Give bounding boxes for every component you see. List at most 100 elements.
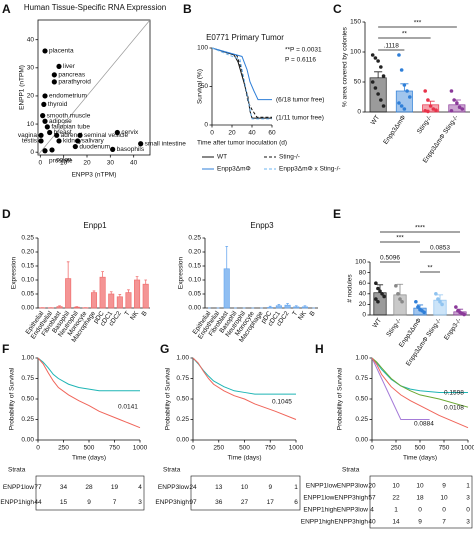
x-tick-label: 1000 (289, 445, 304, 452)
point-label: fallopian tube (51, 124, 90, 131)
error-bar (75, 306, 79, 308)
y-axis-label: Expression (11, 257, 18, 290)
category-label: Sting-/- (416, 114, 434, 135)
point-label: adrenal (61, 132, 83, 139)
scatter-point (51, 79, 57, 85)
y-tick-label: 0.25 (21, 235, 34, 242)
data-point (457, 105, 462, 109)
annotation: (1/11 tumor free) (276, 115, 324, 122)
table-title: Strata (342, 467, 360, 474)
legend-label: WT (217, 154, 227, 161)
point-label: seminal vesicle (84, 132, 128, 139)
y-tick-label: 0.50 (355, 396, 368, 403)
bar (99, 276, 106, 309)
panel-letter: E (333, 207, 341, 221)
table-cell: 20 (368, 483, 376, 490)
data-point (414, 299, 418, 304)
table-cell: 19 (111, 484, 119, 491)
data-point (399, 68, 404, 72)
scatter-point (40, 113, 46, 119)
category-label: T (123, 310, 131, 317)
y-tick-label: 0.50 (176, 396, 189, 403)
y-axis-label: Survival (%) (197, 69, 204, 104)
annotation: 0.0108 (444, 405, 464, 412)
y-axis-label: Probability of Survival (165, 367, 172, 430)
scatter-point (75, 138, 81, 144)
data-point (434, 292, 438, 296)
table-cell: 40 (368, 519, 376, 526)
table-row-label: ENPP1high (0, 499, 34, 506)
x-tick-label: 0 (39, 160, 43, 167)
error-bar (118, 294, 122, 297)
error-bar (396, 283, 404, 295)
category-label: T (291, 310, 299, 317)
data-point (374, 281, 378, 286)
data-point (373, 56, 378, 60)
data-point (426, 98, 430, 102)
table-cell: 1 (466, 483, 470, 490)
table-cell: 36 (215, 499, 223, 506)
table-cell: 10 (440, 495, 448, 502)
significance-label: 0.0853 (430, 245, 450, 252)
legend-label: Enpp3ΔmΦ x Sting-/- (279, 166, 341, 173)
table-cell: 24 (189, 484, 197, 491)
table-cell: 77 (34, 484, 42, 491)
y-tick-label: 0 (357, 109, 361, 116)
annotation: P = 0.6116 (285, 57, 316, 64)
plot-frame (37, 19, 151, 156)
survival-line (371, 357, 469, 408)
x-tick-label: 40 (248, 130, 256, 137)
data-point (438, 299, 442, 304)
scatter-point (49, 147, 55, 153)
scatter-point (47, 129, 53, 136)
panel-letter: B (183, 2, 192, 16)
data-point (397, 53, 401, 57)
x-tick-label: 1000 (461, 445, 474, 452)
y-tick-label: 0.15 (188, 263, 201, 270)
bar (108, 293, 115, 309)
y-tick-label: 0.25 (176, 416, 189, 423)
table-cell: 0 (466, 507, 470, 514)
x-tick-label: 10 (60, 160, 68, 167)
y-tick-label: 0.75 (21, 375, 34, 382)
point-label: thyroid (48, 101, 68, 108)
data-point (378, 289, 382, 293)
x-axis-label: Time after tumor inoculation (d) (197, 140, 287, 147)
data-point (370, 53, 375, 57)
data-point (396, 292, 400, 296)
data-point (376, 286, 380, 291)
legend-label: Enpp3ΔmΦ (217, 166, 251, 173)
y-tick-label: 1.00 (176, 355, 189, 362)
x-tick-label: 0 (370, 445, 374, 452)
data-point (423, 89, 428, 93)
y-tick-label: 0.50 (21, 396, 34, 403)
survival-line (211, 47, 272, 118)
bar (142, 283, 149, 309)
significance-label: ** (402, 31, 408, 38)
point-label: placenta (49, 48, 74, 55)
table-row-label: ENPP1lowENPP3low (306, 483, 368, 490)
point-label: smooth muscle (47, 112, 91, 119)
data-point (398, 297, 402, 301)
survival-line (192, 357, 296, 395)
y-tick-label: 0 (362, 312, 366, 319)
data-point (460, 107, 465, 111)
scatter-point (54, 132, 60, 138)
scatter-point (42, 148, 48, 154)
error-bar (374, 71, 383, 78)
annotation: 0.0884 (414, 421, 434, 428)
category-label: B (308, 310, 316, 318)
table-cell: 10 (416, 483, 424, 490)
table-row-label: ENPP3high (155, 499, 189, 506)
bar (90, 292, 98, 309)
error-bar (286, 303, 289, 306)
axis-line (204, 238, 318, 309)
y-tick-label: 0.00 (21, 305, 34, 312)
data-point (382, 294, 386, 299)
data-point (397, 101, 401, 105)
x-tick-label: 1000 (133, 445, 148, 452)
table-cell: 1 (294, 484, 298, 491)
axis-line (37, 358, 140, 441)
category-label: Enpp3ΔmΦ (382, 114, 407, 146)
